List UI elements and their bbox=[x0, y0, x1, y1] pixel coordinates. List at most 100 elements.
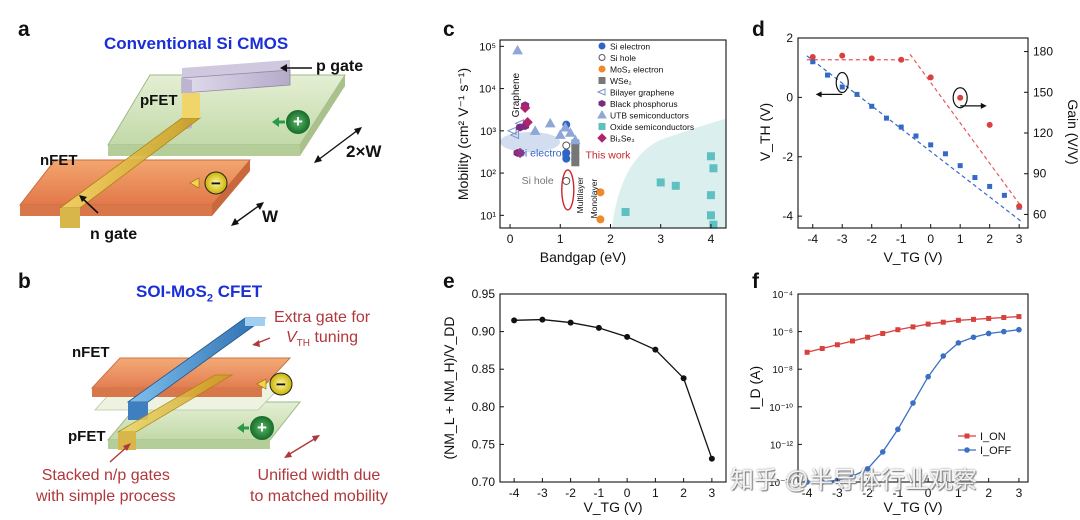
f-ioff-point bbox=[955, 340, 962, 346]
stacked-gates-annotation: Stacked n/p gates with simple process bbox=[36, 465, 176, 507]
c-point bbox=[519, 102, 531, 114]
c-ytick-label: 10² bbox=[480, 168, 496, 180]
d-vth-point bbox=[810, 59, 816, 65]
panel-e-letter: e bbox=[443, 270, 455, 293]
extra-gate-annotation: Extra gate for VTH tuning bbox=[274, 308, 370, 354]
c-annot-monolayer: Monolayer bbox=[589, 179, 599, 219]
chart-d-xlabel: V_TG (V) bbox=[883, 249, 942, 265]
c-annot-si-electron: Si electron bbox=[518, 147, 568, 159]
f-ion-point bbox=[925, 321, 931, 327]
panel-d-letter: d bbox=[752, 18, 765, 41]
panel-c-letter: c bbox=[443, 18, 455, 41]
c-legend-label: UTB semiconductors bbox=[610, 111, 689, 121]
f-ytick-label: 10⁻¹⁴ bbox=[769, 478, 793, 489]
svg-text:+: + bbox=[293, 112, 303, 131]
e-point bbox=[511, 317, 518, 324]
e-xtick-label: -4 bbox=[509, 486, 520, 500]
f-ioff-point bbox=[985, 330, 992, 337]
unified-width-annotation: Unified width due to matched mobility bbox=[250, 465, 388, 507]
f-ion-point bbox=[804, 349, 810, 355]
c-point bbox=[596, 215, 605, 224]
c-point bbox=[656, 178, 665, 187]
f-ytick-label: 10⁻⁸ bbox=[772, 365, 793, 376]
chart-f-ylabel: I_D (A) bbox=[747, 366, 763, 410]
e-xtick-label: -2 bbox=[565, 486, 576, 500]
d-xtick-label: -4 bbox=[807, 232, 818, 246]
c-ytick-label: 10¹ bbox=[480, 210, 496, 222]
d-gain-point bbox=[957, 94, 964, 101]
d-gain-point bbox=[986, 121, 993, 128]
c-ytick-label: 10³ bbox=[480, 126, 496, 138]
d-ytick-right-label: 90 bbox=[1033, 167, 1047, 181]
c-legend-label: Bi₂Se₃ bbox=[610, 134, 635, 144]
f-ioff-point bbox=[970, 334, 977, 341]
f-xtick-label: 2 bbox=[985, 486, 992, 500]
d-vth-point bbox=[942, 151, 948, 157]
e-ytick-label: 0.95 bbox=[472, 287, 496, 301]
d-vth-point bbox=[928, 142, 934, 148]
f-xtick-label: -1 bbox=[893, 486, 904, 500]
pfet-label-a: pFET bbox=[140, 92, 178, 109]
f-ion-point bbox=[940, 319, 946, 325]
c-annot-this-work: This work bbox=[586, 150, 632, 162]
nfet-label-b: nFET bbox=[72, 344, 110, 361]
f-ion-point bbox=[910, 324, 916, 330]
d-xtick-label: 2 bbox=[986, 232, 993, 246]
f-xtick-label: -3 bbox=[832, 486, 843, 500]
f-ion-point bbox=[955, 317, 961, 323]
d-vth-point bbox=[1001, 192, 1007, 198]
extra-gate-line2: VTH tuning bbox=[274, 328, 370, 354]
c-annot-multilayer: Multilayer bbox=[575, 177, 585, 214]
c-legend-marker bbox=[598, 99, 606, 108]
f-ion-point bbox=[1001, 315, 1007, 320]
d-gain-point bbox=[868, 55, 875, 62]
electron-carrier-b-icon: − bbox=[276, 375, 286, 394]
chart-e-frame bbox=[499, 293, 727, 483]
c-legend-marker bbox=[597, 109, 607, 119]
watermark: 知乎 @半导体行业观察 bbox=[730, 467, 978, 494]
d-xtick-label: -2 bbox=[866, 232, 877, 246]
extra-gate-rest: tuning bbox=[310, 329, 359, 346]
d-vth-point bbox=[972, 175, 978, 181]
c-point bbox=[559, 121, 571, 132]
f-legend-marker bbox=[964, 447, 970, 453]
electron-carrier-icon: − bbox=[204, 171, 228, 195]
chart-f-frame bbox=[797, 293, 1029, 483]
f-xtick-label: 3 bbox=[1016, 486, 1023, 500]
chart-c-xlabel: Bandgap (eV) bbox=[540, 249, 626, 265]
e-ytick-label: 0.90 bbox=[472, 325, 496, 339]
c-legend-marker bbox=[598, 77, 606, 84]
panel-f-letter: f bbox=[752, 270, 759, 293]
d-right-arrowhead bbox=[980, 102, 987, 109]
d-ytick-right-label: 120 bbox=[1033, 126, 1053, 140]
d-vth-point bbox=[839, 84, 845, 90]
c-legend-label: Black phosphorus bbox=[610, 99, 678, 109]
f-ion-point bbox=[880, 330, 886, 336]
panel-b-title-suffix: CFET bbox=[212, 282, 263, 301]
c-point bbox=[522, 117, 533, 128]
c-legend-label: MoS₂ electron bbox=[610, 65, 664, 75]
panel-b-title-main: SOI-MoS bbox=[136, 282, 207, 301]
c-xtick-label: 3 bbox=[657, 232, 664, 246]
d-xtick-label: -1 bbox=[896, 232, 907, 246]
f-ioff-point bbox=[910, 400, 916, 406]
f-xtick-label: 1 bbox=[955, 486, 962, 500]
e-point bbox=[595, 324, 602, 331]
c-this-work-ellipse bbox=[561, 169, 575, 211]
extra-gate-line1: Extra gate for bbox=[274, 309, 371, 326]
f-xtick-label: 0 bbox=[925, 486, 932, 500]
n-gate-bar bbox=[58, 93, 202, 228]
unified-line2: to matched mobility bbox=[250, 488, 388, 505]
chart-e-xlabel: V_TG (V) bbox=[583, 499, 642, 515]
e-series-line bbox=[514, 318, 713, 459]
c-point bbox=[571, 158, 580, 167]
hole-carrier-b-icon: + bbox=[257, 418, 267, 437]
e-point bbox=[708, 455, 715, 462]
c-legend-label: Si hole bbox=[610, 53, 636, 63]
f-ion-point bbox=[819, 346, 825, 352]
panel-a-title: Conventional Si CMOS bbox=[104, 34, 289, 53]
c-point bbox=[621, 207, 630, 216]
c-annot-graphene: Graphene bbox=[511, 72, 522, 117]
